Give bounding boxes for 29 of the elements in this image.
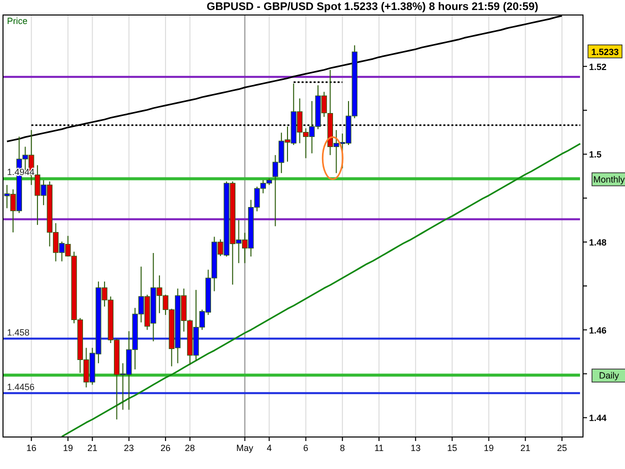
x-tick-label: 6 — [303, 443, 308, 453]
y-tick-label: 1.5 — [589, 150, 602, 160]
y-tick-label: 1.46 — [589, 325, 607, 336]
x-tick-label: 15 — [447, 443, 458, 453]
ref-line-label: 1.4456 — [7, 382, 35, 392]
x-tick-label: 8 — [340, 443, 345, 453]
y-tick-label: 1.52 — [589, 62, 607, 72]
ref-line-label: Daily — [598, 370, 620, 381]
x-tick-label: 21 — [520, 443, 530, 453]
x-tick-label: 4 — [266, 443, 272, 453]
chart-title: GBPUSD - GBP/USD Spot 1.5233 (+1.38%) 8 hours 21:59 (20:59) — [206, 1, 539, 13]
x-tick-label: 11 — [374, 443, 384, 453]
x-tick-label: 23 — [124, 443, 134, 453]
y-tick-label: 1.48 — [589, 238, 607, 248]
x-tick-label: 13 — [410, 443, 421, 453]
x-tick-label: 21 — [87, 443, 98, 453]
x-tick-label: 19 — [484, 443, 494, 453]
ref-line-label: 1.458 — [7, 328, 30, 338]
y-tick-label: 1.44 — [589, 413, 607, 424]
text: 1.5233 — [591, 46, 619, 57]
x-tick-label: 28 — [184, 443, 195, 453]
x-tick-label: 25 — [556, 443, 567, 453]
x-tick-label: 16 — [26, 443, 36, 453]
line-series — [61, 142, 582, 438]
x-tick-label: 19 — [62, 443, 73, 453]
x-tick-label: May — [236, 443, 254, 453]
ref-line-label: Monthly — [593, 174, 625, 184]
x-tick-label: 26 — [160, 443, 171, 453]
y-axis-title: Price — [7, 16, 28, 26]
